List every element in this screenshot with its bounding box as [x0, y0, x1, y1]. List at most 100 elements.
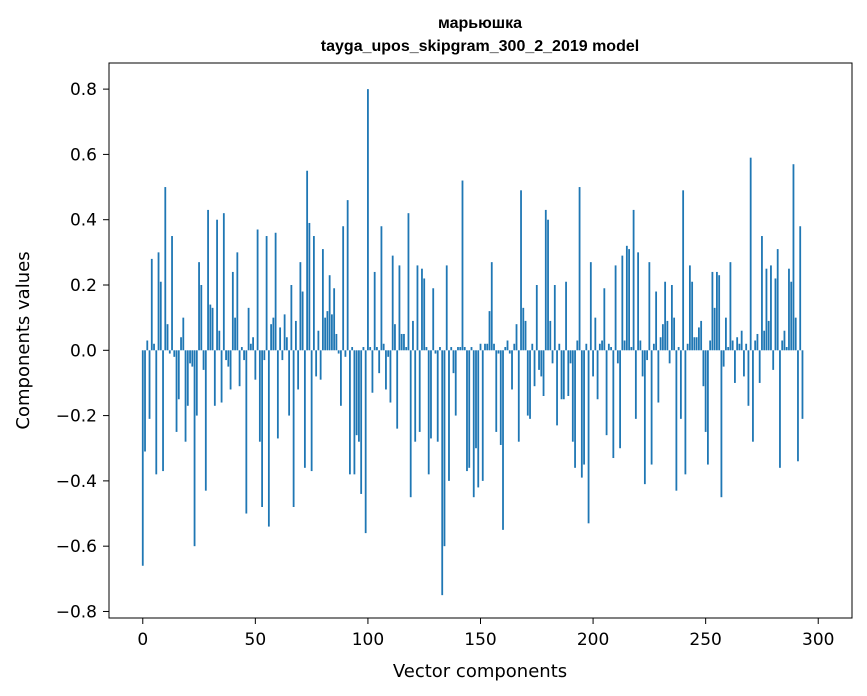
- bar: [610, 347, 612, 351]
- bar: [394, 324, 396, 351]
- bar: [603, 288, 606, 351]
- bar: [547, 219, 549, 351]
- bar: [391, 255, 394, 351]
- bar: [628, 249, 630, 351]
- bar: [222, 213, 225, 351]
- bar: [664, 281, 667, 351]
- bar: [743, 350, 745, 377]
- bar: [238, 350, 241, 387]
- bar: [299, 262, 302, 351]
- bar: [720, 350, 723, 498]
- bar: [256, 229, 259, 351]
- bar: [688, 265, 691, 351]
- bar: [652, 343, 655, 351]
- bar: [785, 347, 788, 351]
- bar: [425, 347, 428, 351]
- bar: [427, 350, 430, 475]
- bar: [409, 350, 412, 498]
- bar: [529, 350, 531, 419]
- bar: [452, 350, 455, 374]
- bars-group: [141, 89, 804, 596]
- bar: [794, 317, 797, 351]
- bar: [173, 350, 176, 357]
- bar: [231, 271, 234, 351]
- bar: [668, 350, 671, 364]
- bar: [229, 350, 232, 390]
- bar: [679, 350, 682, 419]
- bar: [734, 350, 736, 383]
- bar: [324, 317, 327, 351]
- bar: [560, 350, 563, 400]
- bar: [337, 350, 340, 354]
- bar: [211, 307, 214, 351]
- y-axis-label: Components values: [13, 251, 34, 429]
- bar: [310, 350, 313, 472]
- x-tick-label: 200: [577, 630, 609, 650]
- bar: [270, 324, 273, 351]
- bar: [312, 236, 315, 351]
- bar: [355, 350, 358, 436]
- bar: [670, 285, 673, 351]
- bar: [569, 350, 572, 364]
- bar: [520, 190, 522, 351]
- bar: [585, 343, 588, 351]
- bar: [740, 330, 743, 351]
- bar: [513, 343, 516, 351]
- bar: [486, 343, 489, 351]
- bar: [434, 350, 437, 354]
- bar: [247, 307, 250, 351]
- bar: [351, 347, 354, 351]
- bar: [457, 347, 459, 351]
- bar: [360, 350, 363, 494]
- bar: [294, 320, 297, 351]
- bar: [328, 275, 331, 351]
- bar: [531, 343, 534, 351]
- bar: [364, 350, 367, 534]
- bar: [736, 337, 739, 351]
- bar: [693, 337, 696, 351]
- bar: [524, 320, 527, 351]
- bar: [583, 350, 585, 465]
- bar: [202, 350, 205, 370]
- bar: [225, 350, 227, 361]
- bar: [216, 219, 218, 351]
- bar: [630, 347, 633, 351]
- bar: [544, 209, 547, 351]
- bar: [441, 350, 444, 596]
- bar: [596, 350, 599, 400]
- bar: [621, 255, 624, 351]
- bar: [267, 350, 270, 527]
- bar: [445, 265, 448, 351]
- bar: [193, 350, 196, 547]
- bar: [756, 333, 759, 351]
- y-tick-label: −0.6: [56, 537, 97, 557]
- bar: [175, 350, 178, 432]
- bar: [292, 350, 295, 507]
- bar: [661, 324, 664, 351]
- bar: [263, 350, 266, 361]
- bar: [213, 350, 216, 406]
- bar: [157, 252, 160, 351]
- bar: [461, 180, 464, 351]
- bar: [416, 265, 419, 351]
- bar: [150, 258, 153, 351]
- bar: [592, 350, 594, 377]
- bar: [763, 330, 766, 351]
- bar: [565, 281, 567, 351]
- x-tick-label: 300: [802, 630, 834, 650]
- bar: [707, 350, 709, 465]
- bar: [369, 347, 372, 351]
- bar: [571, 350, 574, 442]
- bar: [144, 350, 146, 452]
- bar: [637, 252, 640, 351]
- bar: [488, 311, 491, 351]
- bar: [490, 262, 493, 351]
- bar: [279, 327, 282, 351]
- bar: [184, 350, 187, 442]
- bar: [587, 350, 590, 524]
- bar: [774, 278, 777, 351]
- bar: [470, 347, 473, 351]
- bar: [643, 350, 646, 485]
- bar: [558, 343, 561, 351]
- bar: [477, 350, 480, 488]
